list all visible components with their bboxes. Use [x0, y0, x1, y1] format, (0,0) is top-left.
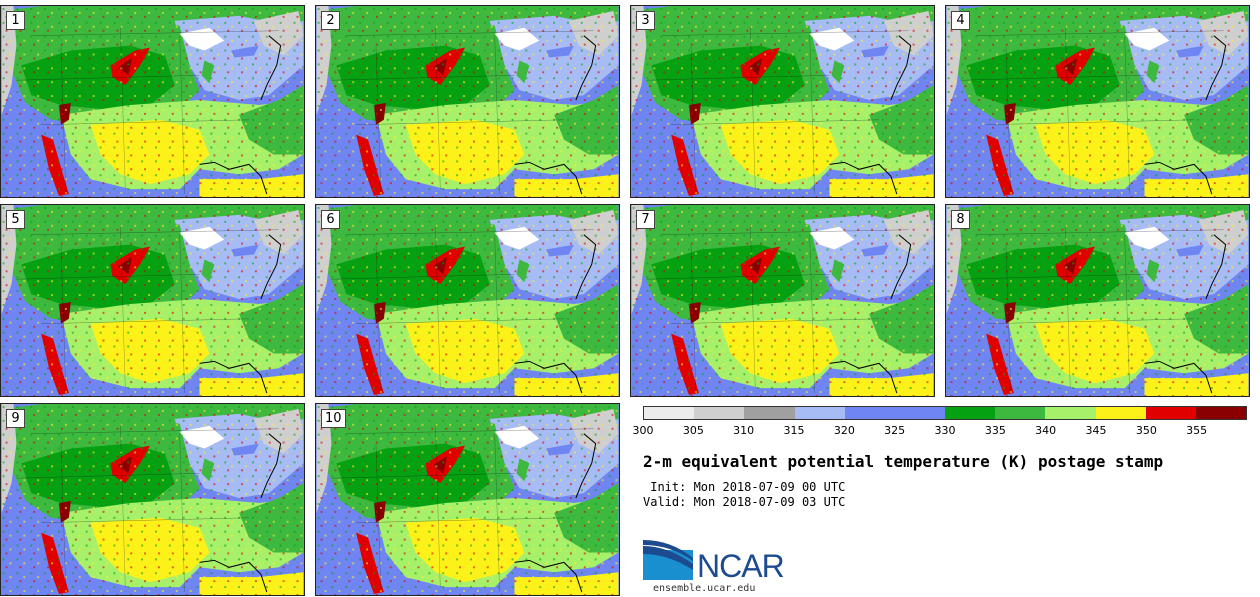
- colorbar-tick-label: 350: [1135, 424, 1157, 437]
- member-label-1: 1: [6, 11, 25, 30]
- member-label-8: 8: [951, 210, 970, 229]
- member-panel-9: 9: [0, 403, 305, 596]
- member-map-10: [316, 404, 619, 595]
- member-panel-2: 2: [315, 5, 620, 198]
- valid-time: Valid: Mon 2018-07-09 03 UTC: [643, 495, 846, 509]
- member-label-2: 2: [321, 11, 340, 30]
- colorbar-swatch: [844, 407, 895, 419]
- member-panel-1: 1: [0, 5, 305, 198]
- colorbar-swatch: [1095, 407, 1146, 419]
- colorbar-swatch: [744, 407, 795, 419]
- colorbar-tick-label: 345: [1085, 424, 1107, 437]
- member-map-4: [946, 6, 1249, 197]
- colorbar: [643, 406, 1247, 420]
- member-map-2: [316, 6, 619, 197]
- member-panel-5: 5: [0, 204, 305, 397]
- colorbar-tick-label: 340: [1035, 424, 1057, 437]
- colorbar-tick-label: 300: [632, 424, 654, 437]
- member-label-3: 3: [636, 11, 655, 30]
- member-panel-10: 10: [315, 403, 620, 596]
- member-panel-4: 4: [945, 5, 1250, 198]
- colorbar-tick-label: 355: [1186, 424, 1208, 437]
- init-time: Init: Mon 2018-07-09 00 UTC: [643, 480, 846, 494]
- colorbar-swatch: [894, 407, 946, 419]
- ncar-wordmark: NCAR: [697, 548, 785, 584]
- colorbar-tick-label: 325: [884, 424, 906, 437]
- plot-title: 2-m equivalent potential temperature (K)…: [643, 452, 1164, 471]
- member-map-1: [1, 6, 304, 197]
- member-panel-8: 8: [945, 204, 1250, 397]
- member-label-6: 6: [321, 210, 340, 229]
- colorbar-tick-label: 310: [733, 424, 755, 437]
- member-map-5: [1, 205, 304, 396]
- site-url: ensemble.ucar.edu: [653, 583, 756, 594]
- member-map-3: [631, 6, 934, 197]
- member-map-7: [631, 205, 934, 396]
- member-map-8: [946, 205, 1249, 396]
- colorbar-swatch: [1145, 407, 1196, 419]
- colorbar-swatch: [644, 407, 695, 419]
- member-label-4: 4: [951, 11, 970, 30]
- member-label-9: 9: [6, 409, 25, 428]
- colorbar-tick-label: 305: [682, 424, 704, 437]
- colorbar-tick-label: 320: [833, 424, 855, 437]
- ncar-logo-icon: [643, 540, 693, 580]
- colorbar-swatch: [1045, 407, 1096, 419]
- colorbar-tick-label: 335: [984, 424, 1006, 437]
- colorbar-swatch: [1195, 407, 1247, 419]
- colorbar-swatch: [945, 407, 996, 419]
- colorbar-swatch: [694, 407, 745, 419]
- member-map-6: [316, 205, 619, 396]
- member-panel-3: 3: [630, 5, 935, 198]
- member-label-5: 5: [6, 210, 25, 229]
- member-map-9: [1, 404, 304, 595]
- colorbar-swatch: [794, 407, 845, 419]
- colorbar-tick-label: 315: [783, 424, 805, 437]
- member-panel-6: 6: [315, 204, 620, 397]
- member-label-7: 7: [636, 210, 655, 229]
- colorbar-tick-label: 330: [934, 424, 956, 437]
- colorbar-swatch: [995, 407, 1046, 419]
- member-label-10: 10: [321, 409, 346, 428]
- member-panel-7: 7: [630, 204, 935, 397]
